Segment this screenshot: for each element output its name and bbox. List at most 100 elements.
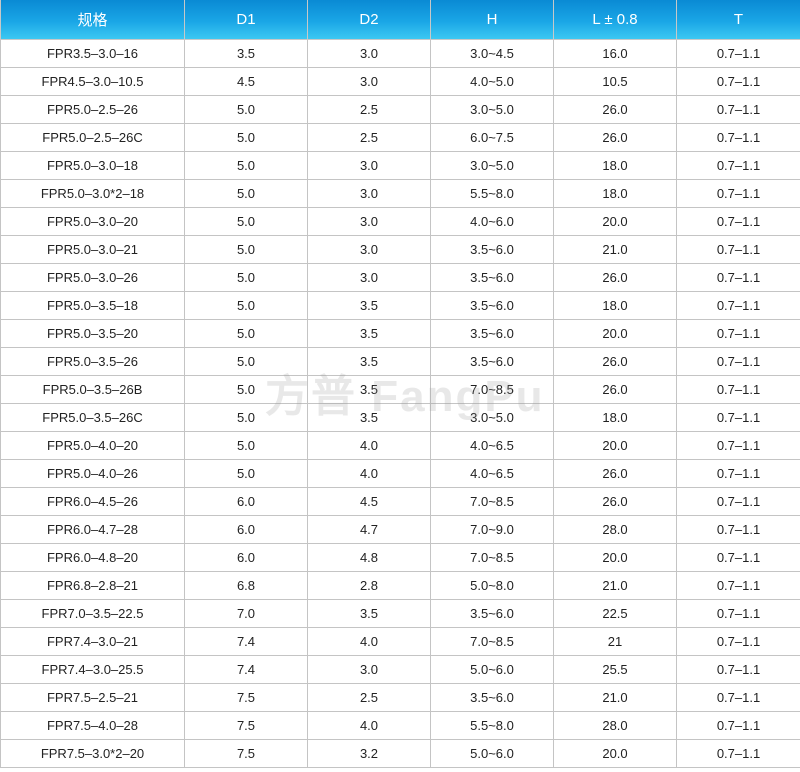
table-row: FPR5.0–3.0–21 5.0 3.0 3.5~6.0 21.0 0.7–1.1 bbox=[0, 235, 800, 264]
table-cell: 5.0 bbox=[184, 207, 308, 236]
table-cell: 21.0 bbox=[553, 235, 677, 264]
table-row: FPR6.0–4.5–26 6.0 4.5 7.0~8.5 26.0 0.7–1.1 bbox=[0, 487, 800, 516]
table-cell: 26.0 bbox=[553, 487, 677, 516]
table-cell: 0.7–1.1 bbox=[676, 39, 800, 68]
table-cell: 0.7–1.1 bbox=[676, 711, 800, 740]
table-cell: 3.5~6.0 bbox=[430, 683, 554, 712]
table-row: FPR5.0–3.0*2–18 5.0 3.0 5.5~8.0 18.0 0.7–1.1 bbox=[0, 179, 800, 208]
table-cell: 6.0 bbox=[184, 515, 308, 544]
table-cell: 18.0 bbox=[553, 291, 677, 320]
table-cell: 20.0 bbox=[553, 207, 677, 236]
table-cell: 10.5 bbox=[553, 67, 677, 96]
table-cell: 26.0 bbox=[553, 459, 677, 488]
table-cell: 2.8 bbox=[307, 571, 431, 600]
table-cell: FPR5.0–3.5–20 bbox=[0, 319, 185, 348]
table-cell: 0.7–1.1 bbox=[676, 179, 800, 208]
table-row: FPR5.0–4.0–26 5.0 4.0 4.0~6.5 26.0 0.7–1.1 bbox=[0, 459, 800, 488]
table-row: FPR5.0–3.5–18 5.0 3.5 3.5~6.0 18.0 0.7–1.1 bbox=[0, 291, 800, 320]
table-row: FPR6.0–4.8–20 6.0 4.8 7.0~8.5 20.0 0.7–1.1 bbox=[0, 543, 800, 572]
table-cell: 5.0~6.0 bbox=[430, 739, 554, 768]
table-cell: 2.5 bbox=[307, 123, 431, 152]
table-row: FPR7.5–3.0*2–20 7.5 3.2 5.0~6.0 20.0 0.7–1.1 bbox=[0, 739, 800, 768]
table-row: FPR5.0–2.5–26 5.0 2.5 3.0~5.0 26.0 0.7–1.1 bbox=[0, 95, 800, 124]
table-cell: 5.0 bbox=[184, 319, 308, 348]
table-row: FPR7.0–3.5–22.5 7.0 3.5 3.5~6.0 22.5 0.7–1.1 bbox=[0, 599, 800, 628]
column-header: H bbox=[430, 0, 554, 40]
table-cell: 4.0~5.0 bbox=[430, 67, 554, 96]
table-row: FPR6.0–4.7–28 6.0 4.7 7.0~9.0 28.0 0.7–1.1 bbox=[0, 515, 800, 544]
table-cell: 5.0 bbox=[184, 95, 308, 124]
table-cell: 18.0 bbox=[553, 151, 677, 180]
table-cell: 7.5 bbox=[184, 739, 308, 768]
table-cell: FPR5.0–3.0–21 bbox=[0, 235, 185, 264]
table-cell: 0.7–1.1 bbox=[676, 291, 800, 320]
table-cell: FPR7.5–4.0–28 bbox=[0, 711, 185, 740]
column-header: 规格 bbox=[0, 0, 185, 40]
table-cell: 3.5 bbox=[307, 403, 431, 432]
table-row: FPR5.0–3.0–18 5.0 3.0 3.0~5.0 18.0 0.7–1.1 bbox=[0, 151, 800, 180]
table-cell: 26.0 bbox=[553, 95, 677, 124]
table-cell: FPR6.0–4.7–28 bbox=[0, 515, 185, 544]
table-cell: 21.0 bbox=[553, 683, 677, 712]
table-cell: 0.7–1.1 bbox=[676, 95, 800, 124]
table-cell: 25.5 bbox=[553, 655, 677, 684]
table-cell: 21.0 bbox=[553, 571, 677, 600]
table-cell: 5.0 bbox=[184, 263, 308, 292]
table-cell: 0.7–1.1 bbox=[676, 207, 800, 236]
table-row: FPR3.5–3.0–16 3.5 3.0 3.0~4.5 16.0 0.7–1.1 bbox=[0, 39, 800, 68]
table-cell: 5.0 bbox=[184, 123, 308, 152]
table-cell: 7.0~8.5 bbox=[430, 375, 554, 404]
table-cell: 4.7 bbox=[307, 515, 431, 544]
table-cell: 3.5~6.0 bbox=[430, 263, 554, 292]
table-cell: FPR3.5–3.0–16 bbox=[0, 39, 185, 68]
table-cell: 3.0~5.0 bbox=[430, 403, 554, 432]
table-cell: 3.5 bbox=[307, 599, 431, 628]
table-cell: 4.0~6.5 bbox=[430, 431, 554, 460]
table-row: FPR5.0–3.5–20 5.0 3.5 3.5~6.0 20.0 0.7–1.1 bbox=[0, 319, 800, 348]
table-row: FPR5.0–3.0–20 5.0 3.0 4.0~6.0 20.0 0.7–1.1 bbox=[0, 207, 800, 236]
table-row: FPR5.0–3.5–26 5.0 3.5 3.5~6.0 26.0 0.7–1.1 bbox=[0, 347, 800, 376]
table-cell: 0.7–1.1 bbox=[676, 375, 800, 404]
table-cell: 0.7–1.1 bbox=[676, 627, 800, 656]
table-cell: FPR7.0–3.5–22.5 bbox=[0, 599, 185, 628]
table-cell: 0.7–1.1 bbox=[676, 347, 800, 376]
table-cell: 5.0 bbox=[184, 375, 308, 404]
table-cell: 21 bbox=[553, 627, 677, 656]
table-cell: 3.0 bbox=[307, 207, 431, 236]
table-cell: 5.0~8.0 bbox=[430, 571, 554, 600]
table-row: FPR4.5–3.0–10.5 4.5 3.0 4.0~5.0 10.5 0.7–1.1 bbox=[0, 67, 800, 96]
table-cell: 0.7–1.1 bbox=[676, 123, 800, 152]
table-cell: 6.0 bbox=[184, 487, 308, 516]
table-cell: 16.0 bbox=[553, 39, 677, 68]
table-cell: 7.5 bbox=[184, 711, 308, 740]
table-cell: FPR5.0–3.5–26C bbox=[0, 403, 185, 432]
table-cell: 5.0 bbox=[184, 291, 308, 320]
table-cell: 26.0 bbox=[553, 347, 677, 376]
table-cell: FPR7.4–3.0–25.5 bbox=[0, 655, 185, 684]
table-row: FPR5.0–3.5–26B 5.0 3.5 7.0~8.5 26.0 0.7–1.1 bbox=[0, 375, 800, 404]
table-cell: FPR5.0–4.0–20 bbox=[0, 431, 185, 460]
table-cell: 7.5 bbox=[184, 683, 308, 712]
table-row: FPR7.5–4.0–28 7.5 4.0 5.5~8.0 28.0 0.7–1.1 bbox=[0, 711, 800, 740]
table-cell: 3.0~5.0 bbox=[430, 95, 554, 124]
column-header: L ± 0.8 bbox=[553, 0, 677, 40]
table-cell: 0.7–1.1 bbox=[676, 403, 800, 432]
table-cell: 20.0 bbox=[553, 739, 677, 768]
table-cell: 4.0~6.0 bbox=[430, 207, 554, 236]
table-cell: 3.5 bbox=[307, 347, 431, 376]
table-cell: 2.5 bbox=[307, 683, 431, 712]
table-cell: 3.5~6.0 bbox=[430, 347, 554, 376]
table-cell: 5.0 bbox=[184, 151, 308, 180]
table-cell: FPR4.5–3.0–10.5 bbox=[0, 67, 185, 96]
table-cell: 0.7–1.1 bbox=[676, 543, 800, 572]
table-cell: FPR5.0–3.0–26 bbox=[0, 263, 185, 292]
table-cell: 5.0 bbox=[184, 403, 308, 432]
column-header: D1 bbox=[184, 0, 308, 40]
table-cell: 3.5~6.0 bbox=[430, 291, 554, 320]
table-row: FPR7.5–2.5–21 7.5 2.5 3.5~6.0 21.0 0.7–1.1 bbox=[0, 683, 800, 712]
table-row: FPR5.0–3.0–26 5.0 3.0 3.5~6.0 26.0 0.7–1.1 bbox=[0, 263, 800, 292]
table-cell: 4.0 bbox=[307, 431, 431, 460]
table-cell: 18.0 bbox=[553, 179, 677, 208]
table-cell: 4.0 bbox=[307, 711, 431, 740]
